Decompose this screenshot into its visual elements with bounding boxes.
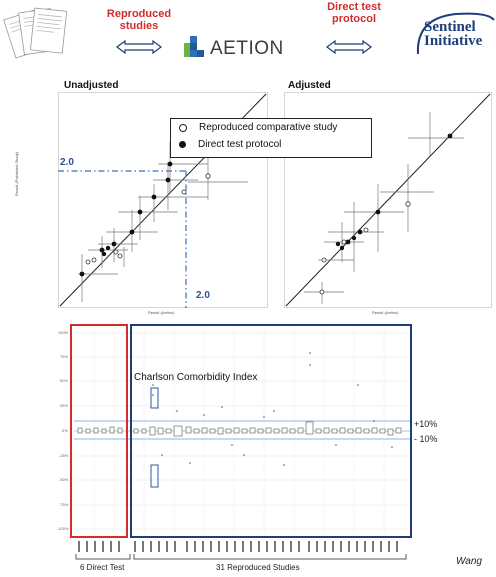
adjusted-x-axis-label: Result (Aetion) bbox=[372, 310, 399, 315]
reproduced-studies-bracket bbox=[133, 554, 407, 560]
y-tick: 100% bbox=[58, 330, 69, 335]
double-arrow-icon bbox=[116, 40, 162, 54]
y-tick: 0% bbox=[62, 428, 68, 433]
legend-item-reproduced: Reproduced comparative study bbox=[171, 119, 371, 136]
reproduced-studies-count-label: 31 Reproduced Studies bbox=[216, 563, 300, 572]
legend-label-direct: Direct test protocol bbox=[198, 139, 282, 150]
y-tick: 50% bbox=[60, 378, 69, 383]
aetion-wordmark: AETION bbox=[210, 38, 284, 59]
y-tick: 75% bbox=[60, 354, 69, 359]
legend-item-direct: Direct test protocol bbox=[171, 136, 371, 153]
x-tick-labels bbox=[78, 541, 398, 552]
threshold-y-label: 2.0 bbox=[60, 157, 74, 168]
plus-ten-label: +10% bbox=[414, 419, 438, 429]
threshold-x-label: 2.0 bbox=[196, 290, 210, 301]
unadjusted-y-axis-label: Result (Published Study) bbox=[14, 151, 19, 196]
unadjusted-x-axis-label: Result (Aetion) bbox=[148, 310, 175, 315]
minus-ten-label: - 10% bbox=[414, 434, 438, 444]
hollow-circle-icon bbox=[179, 123, 187, 132]
direct-test-bracket bbox=[75, 554, 131, 560]
adjusted-title: Adjusted bbox=[288, 80, 331, 91]
aetion-logo-icon bbox=[184, 36, 204, 57]
reproduced-studies-frame bbox=[130, 324, 412, 538]
double-arrow-icon bbox=[326, 40, 372, 54]
direct-test-frame bbox=[70, 324, 128, 538]
document-stack-icon bbox=[3, 7, 68, 59]
y-tick: -25% bbox=[59, 453, 69, 458]
legend: Reproduced comparative study Direct test… bbox=[170, 118, 372, 158]
sentinel-logo-arc-icon bbox=[416, 12, 495, 55]
filled-circle-icon bbox=[179, 141, 186, 148]
charlson-label: Charlson Comorbidity Index bbox=[134, 372, 258, 383]
direct-test-protocol-label: Direct test protocol bbox=[327, 1, 381, 25]
y-tick: -100% bbox=[57, 526, 69, 531]
y-tick: -75% bbox=[59, 502, 69, 507]
reproduced-studies-label: Reproduced studies bbox=[106, 8, 172, 32]
legend-label-reproduced: Reproduced comparative study bbox=[199, 122, 338, 133]
unadjusted-title: Unadjusted bbox=[64, 80, 119, 91]
author-label: Wang bbox=[456, 556, 482, 567]
direct-test-count-label: 6 Direct Test bbox=[80, 563, 125, 572]
y-tick: -50% bbox=[59, 477, 69, 482]
sentinel-initiative-logo: Sentinel Initiative bbox=[424, 19, 483, 49]
y-tick: 25% bbox=[60, 403, 69, 408]
